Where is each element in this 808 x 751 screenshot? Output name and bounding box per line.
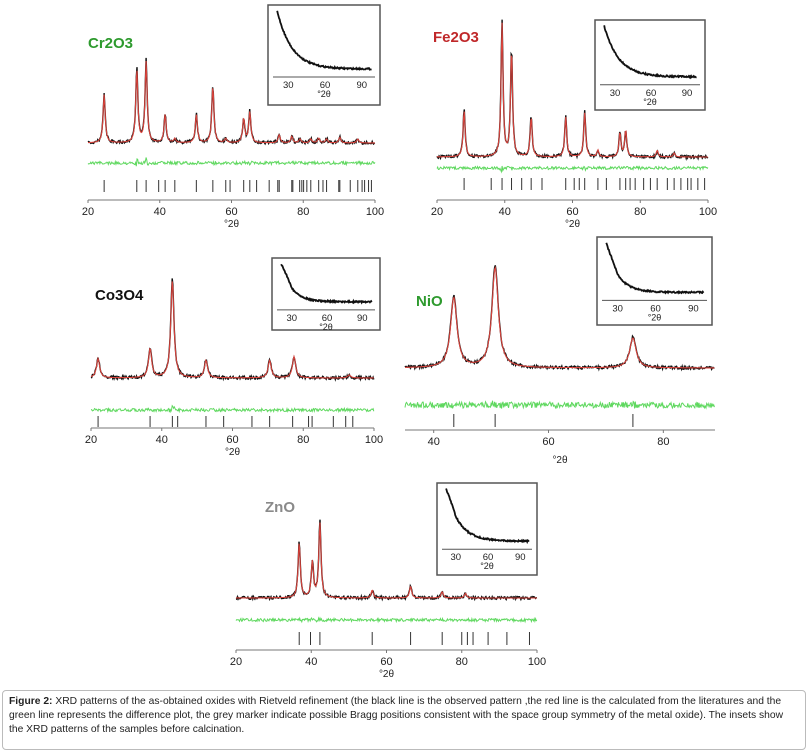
inset-tick-label: 30 — [612, 303, 623, 314]
panel-title: ZnO — [265, 499, 295, 516]
panel-title: NiO — [416, 293, 443, 310]
inset-frame — [594, 19, 706, 111]
inset-tick-label: 90 — [682, 88, 693, 99]
caption-text: XRD patterns of the as-obtained oxides w… — [9, 696, 784, 735]
x-tick-label: 80 — [634, 206, 646, 218]
inset-tick-label: 90 — [688, 303, 699, 314]
inset-x-label: °2θ — [319, 322, 333, 332]
x-axis-label: °2θ — [225, 447, 241, 458]
panel-zno: 20 40 60 80 100 °2θ ZnO 30 60 90 °2θ — [230, 482, 546, 680]
inset-x-label: °2θ — [480, 561, 494, 571]
difference-line — [404, 400, 715, 410]
inset-tick-label: 90 — [357, 313, 368, 324]
inset-tick-label: 30 — [450, 552, 461, 563]
panel-fe2o3: 20 40 60 80 100 °2θ Fe2O3 30 60 90 °2θ — [431, 19, 717, 230]
figure-caption: Figure 2: XRD patterns of the as-obtaine… — [2, 690, 806, 750]
x-tick-label: 60 — [380, 656, 392, 668]
x-tick-label: 20 — [82, 206, 94, 218]
inset-curve — [603, 25, 697, 80]
x-tick-label: 20 — [230, 656, 242, 668]
inset-curve — [605, 242, 705, 295]
x-tick-label: 80 — [297, 434, 309, 446]
inset-frame — [271, 257, 381, 331]
inset-tick-label: 60 — [322, 313, 333, 324]
inset-frame — [267, 4, 381, 106]
x-tick-label: 60 — [566, 206, 578, 218]
x-axis-label: °2θ — [565, 219, 581, 230]
x-axis-label: °2θ — [552, 455, 568, 466]
x-tick-label: 20 — [85, 434, 97, 446]
inset-curve — [280, 263, 373, 305]
x-tick-label: 60 — [226, 434, 238, 446]
inset: 30 60 90 °2θ — [271, 257, 381, 332]
x-tick-label: 40 — [154, 206, 166, 218]
x-tick-label: 20 — [431, 206, 443, 218]
calculated-line — [437, 22, 708, 158]
x-tick-label: 100 — [699, 206, 717, 218]
inset-tick-label: 30 — [286, 313, 297, 324]
inset-tick-label: 60 — [483, 552, 494, 563]
inset: 30 60 90 °2θ — [267, 4, 381, 106]
x-tick-label: 100 — [366, 206, 384, 218]
inset-curve — [445, 488, 530, 545]
inset-tick-label: 90 — [515, 552, 526, 563]
x-tick-label: 80 — [297, 206, 309, 218]
x-tick-label: 80 — [657, 436, 669, 448]
xrd-figure: 20 40 60 80 100 °2θ Cr2O3 30 60 90 °2θ 20 40 60 80 100 °… — [82, 4, 717, 680]
caption-label: Figure 2: — [9, 696, 53, 707]
x-tick-label: 40 — [499, 206, 511, 218]
x-tick-label: 80 — [456, 656, 468, 668]
x-tick-label: 60 — [225, 206, 237, 218]
inset-tick-label: 60 — [650, 303, 661, 314]
inset: 30 60 90 °2θ — [596, 236, 713, 326]
x-tick-label: 100 — [528, 656, 546, 668]
inset-tick-label: 60 — [320, 80, 331, 91]
difference-line — [90, 404, 375, 414]
inset: 30 60 90 °2θ — [436, 482, 538, 576]
inset-x-label: °2θ — [317, 89, 331, 99]
inset-tick-label: 90 — [356, 80, 367, 91]
panel-title: Co3O4 — [95, 287, 144, 304]
x-tick-label: 40 — [305, 656, 317, 668]
inset-x-label: °2θ — [643, 97, 657, 107]
inset-tick-label: 30 — [283, 80, 294, 91]
panel-title: Fe2O3 — [433, 29, 479, 46]
x-tick-label: 100 — [365, 434, 383, 446]
calculated-line — [88, 60, 375, 144]
difference-line — [87, 157, 376, 167]
x-tick-label: 60 — [542, 436, 554, 448]
panel-title: Cr2O3 — [88, 35, 133, 52]
x-tick-label: 40 — [156, 434, 168, 446]
inset-x-label: °2θ — [648, 312, 662, 322]
calculated-line — [90, 281, 374, 379]
calculated-line — [405, 265, 715, 369]
inset: 30 60 90 °2θ — [594, 19, 706, 111]
panel-nio: 40 60 80 °2θ NiO 30 60 90 °2θ — [404, 236, 715, 466]
difference-line — [235, 616, 538, 624]
inset-tick-label: 60 — [646, 88, 657, 99]
inset-curve — [276, 10, 372, 71]
x-tick-label: 40 — [428, 436, 440, 448]
inset-frame — [436, 482, 538, 576]
difference-line — [436, 165, 709, 174]
x-axis-label: °2θ — [224, 219, 240, 230]
x-axis-label: °2θ — [379, 669, 395, 680]
inset-tick-label: 30 — [610, 88, 621, 99]
panel-co3o4: 20 40 60 80 100 °2θ Co3O4 30 60 90 °2θ — [85, 257, 383, 458]
panel-cr2o3: 20 40 60 80 100 °2θ Cr2O3 30 60 90 °2θ — [82, 4, 384, 230]
inset-frame — [596, 236, 713, 326]
calculated-line — [236, 522, 537, 599]
